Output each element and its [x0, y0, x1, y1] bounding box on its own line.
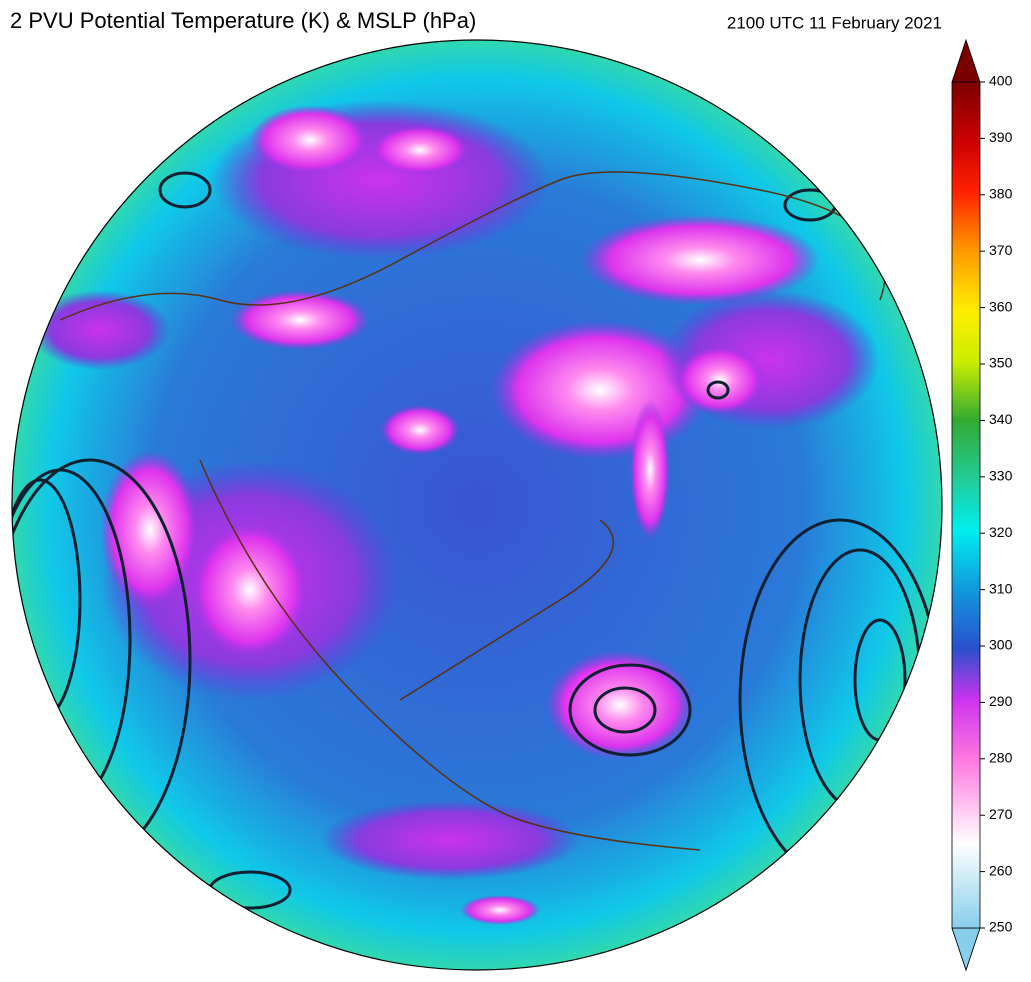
- map-title: 2 PVU Potential Temperature (K) & MSLP (…: [10, 8, 476, 33]
- colorbar: [951, 38, 981, 972]
- colorbar-tick-label: 250: [989, 919, 1013, 935]
- colorbar-tick-label: 310: [989, 580, 1013, 596]
- colorbar-tick-label: 400: [989, 73, 1013, 89]
- colorbar-tick-label: 290: [989, 693, 1013, 709]
- colorbar-tick-label: 380: [989, 186, 1013, 202]
- map-border: [11, 39, 943, 971]
- colorbar-tick-label: 340: [989, 411, 1013, 427]
- colorbar-tick-label: 370: [989, 242, 1013, 258]
- colorbar-tick-label: 350: [989, 355, 1013, 371]
- colorbar-tick-label: 260: [989, 862, 1013, 878]
- colorbar-tick-label: 330: [989, 468, 1013, 484]
- map-disc: [12, 40, 942, 970]
- colorbar-tick-label: 300: [989, 637, 1013, 653]
- colorbar-tick-label: 270: [989, 806, 1013, 822]
- colorbar-tick-label: 280: [989, 750, 1013, 766]
- timestamp: 2100 UTC 11 February 2021: [727, 13, 942, 32]
- colorbar-tick-label: 360: [989, 298, 1013, 314]
- colorbar-tick-label: 320: [989, 524, 1013, 540]
- colorbar-tick-label: 390: [989, 129, 1013, 145]
